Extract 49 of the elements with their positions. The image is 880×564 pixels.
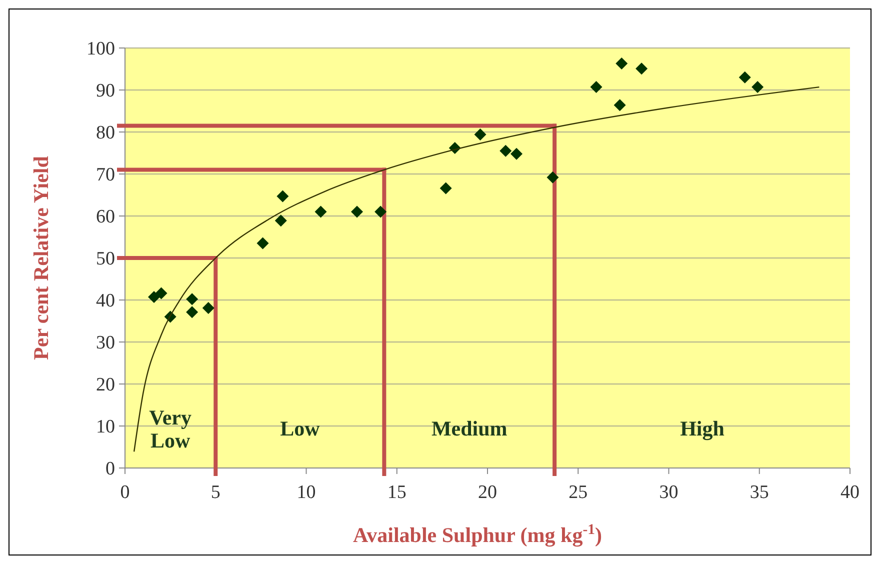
point (202, 302, 214, 314)
x-tick-label: 25 (568, 482, 588, 503)
y-tick-label: 90 (96, 80, 115, 102)
x-tick-label: 30 (659, 482, 678, 503)
x-tick-label: 15 (387, 482, 406, 503)
point (636, 62, 648, 75)
annotation: Very Low (149, 405, 192, 452)
annotation: High (680, 416, 725, 440)
x-tick-label: 10 (296, 482, 316, 503)
y-tick-label: 60 (96, 206, 115, 228)
point (738, 71, 751, 84)
point (314, 206, 327, 218)
y-tick-label: 0 (106, 458, 115, 480)
point (590, 81, 602, 94)
x-tick-label: 35 (750, 482, 769, 503)
x-tick-label: 5 (210, 482, 220, 503)
point (155, 287, 168, 300)
point (474, 128, 486, 141)
y-tick-label: 70 (96, 164, 115, 186)
point (374, 206, 387, 218)
y-tick-label: 30 (96, 332, 115, 354)
y-tick-label: 40 (96, 290, 115, 312)
annotation: Medium (431, 416, 508, 440)
point (274, 214, 287, 227)
point (752, 81, 764, 94)
line-series (133, 86, 820, 452)
y-axis-title: Per cent Relative Yield (29, 156, 53, 360)
x-tick-label: 0 (120, 482, 130, 503)
point (186, 306, 198, 318)
point (510, 148, 522, 160)
point (546, 171, 559, 184)
point (256, 237, 269, 250)
point (500, 144, 512, 157)
point (148, 291, 160, 304)
annotation: Low (280, 416, 321, 440)
point (351, 206, 363, 218)
y-tick-label: 100 (86, 38, 115, 60)
point (614, 99, 626, 112)
y-tick-label: 50 (96, 248, 115, 270)
x-tick-label: 20 (478, 482, 497, 503)
x-axis-title: Available Sulphur (mg kg$^{-1}$) (353, 522, 602, 547)
point (440, 182, 452, 194)
y-tick-label: 10 (96, 416, 115, 438)
x-tick-label: 40 (840, 482, 860, 503)
y-tick-label: 20 (96, 374, 115, 396)
point (186, 293, 198, 306)
y-tick-label: 80 (96, 122, 115, 144)
point (276, 190, 289, 202)
point (616, 58, 628, 70)
